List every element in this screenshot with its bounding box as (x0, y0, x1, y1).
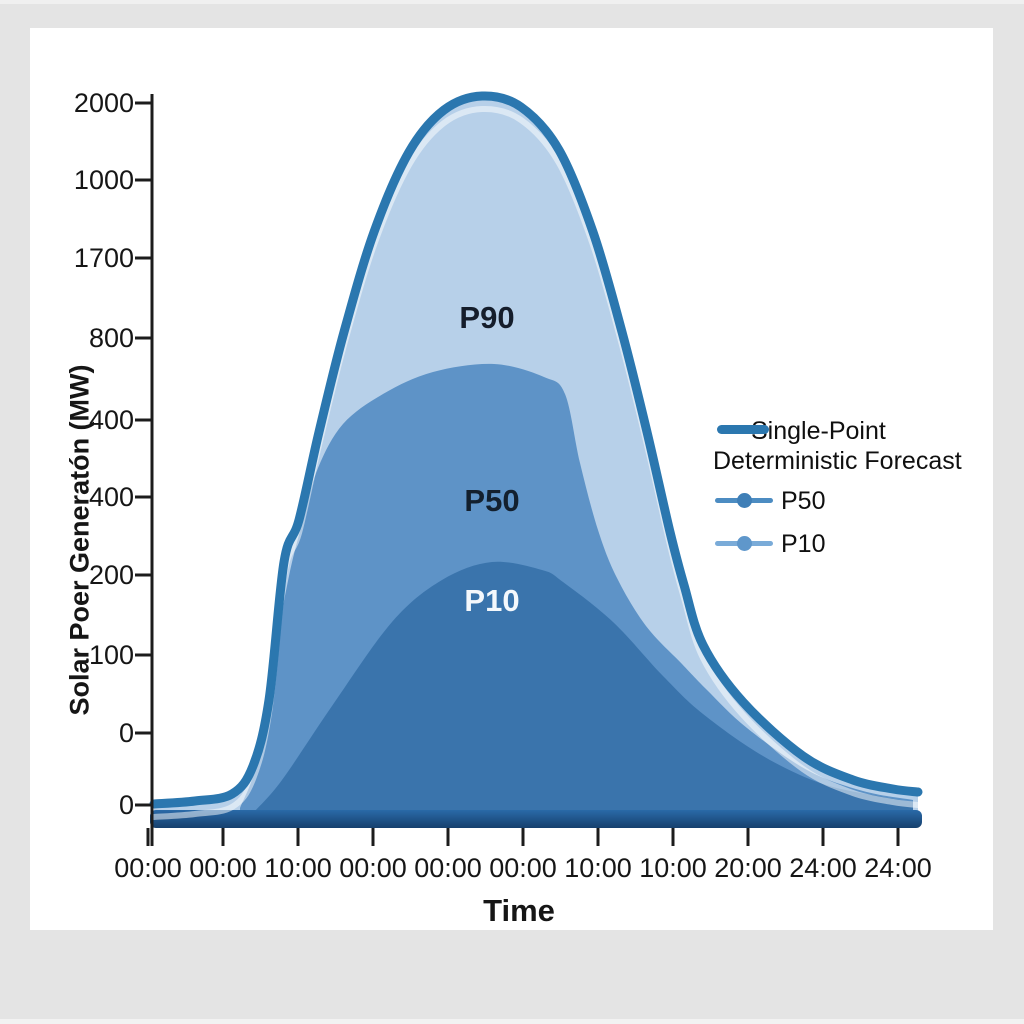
x-tick-label: 00:00 (339, 853, 407, 883)
x-tick-label: 00:00 (489, 853, 557, 883)
line-swatch-icon (715, 536, 773, 551)
legend-label: P10 (781, 530, 826, 558)
y-tick-label: 800 (89, 323, 134, 353)
y-tick-label: 0 (119, 718, 134, 748)
x-tick-label: 24:00 (864, 853, 932, 883)
dot-marker-icon (737, 493, 752, 508)
y-tick-label: 400 (89, 482, 134, 512)
x-tick-label: 10:00 (639, 853, 707, 883)
y-tick-label: 2000 (74, 88, 134, 118)
legend-item-deterministic-forecast: Single-Point Deterministic Forecast (710, 416, 1000, 476)
y-tick-label: 1700 (74, 243, 134, 273)
x-tick-label: 10:00 (264, 853, 332, 883)
legend-label: P50 (781, 487, 826, 515)
x-tick-label: 10:00 (564, 853, 632, 883)
x-tick-label: 00:00 (414, 853, 482, 883)
x-axis-title: Time (483, 893, 555, 928)
x-tick-label: 00:00 (114, 853, 182, 883)
y-tick-label: 400 (89, 405, 134, 435)
band-label-p50: P50 (464, 483, 519, 518)
y-axis-title: Solar Poer Generatón (MW) (64, 364, 95, 716)
legend-item-p50: P50 (710, 485, 1000, 519)
thick-line-swatch-icon (717, 425, 769, 434)
band-label-p10: P10 (464, 583, 519, 618)
y-tick-label: 0 (119, 790, 134, 820)
baseline-band (150, 810, 922, 828)
dot-marker-icon (737, 536, 752, 551)
top-edge-strip (0, 0, 1024, 4)
x-tick-label: 00:00 (189, 853, 257, 883)
deterministic-forecast-line (149, 91, 923, 809)
legend-label: Single-Point Deterministic Forecast (713, 417, 962, 475)
p10-area (254, 561, 913, 820)
legend-item-p10: P10 (710, 528, 1000, 562)
legend: Single-Point Deterministic Forecast P50 … (710, 416, 1000, 562)
x-tick-label: 24:00 (789, 853, 857, 883)
band-label-p90: P90 (459, 300, 514, 335)
x-tick-label: 20:00 (714, 853, 782, 883)
y-tick-label: 100 (89, 640, 134, 670)
bottom-edge-strip (0, 1019, 1024, 1024)
line-swatch-icon (715, 493, 773, 508)
y-tick-label: 1000 (74, 165, 134, 195)
y-tick-label: 200 (89, 560, 134, 590)
